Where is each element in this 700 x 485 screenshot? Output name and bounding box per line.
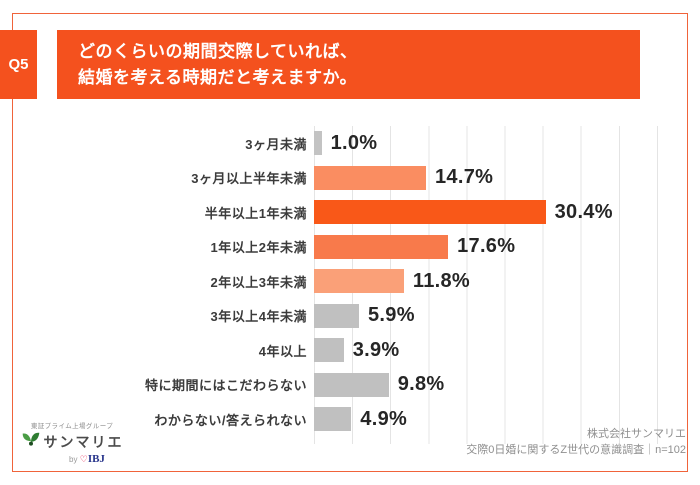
bar-chart: 3ヶ月未満 1.0% 3ヶ月以上半年未満 14.7% 半年以上1年未満 30.4… [0,126,700,437]
chart-row: わからない/答えられない 4.9% [0,402,700,437]
bar [314,234,449,259]
category-label: 2年以上3年未満 [210,274,307,290]
value-label: 1.0% [330,131,378,154]
survey-credit: 株式会社サンマリエ 交際0日婚に関するZ世代の意識調査｜n=102 [466,426,686,458]
bar [314,372,389,397]
chart-row: 3ヶ月以上半年未満 14.7% [0,161,700,196]
question-title-line1: どのくらいの期間交際していれば、 [78,42,358,61]
value-label: 17.6% [457,235,516,258]
category-label: わからない/答えられない [154,412,307,428]
credit-survey-info: 交際0日婚に関するZ世代の意識調査｜n=102 [466,444,686,456]
chart-row: 3ヶ月未満 1.0% [0,126,700,161]
question-title-line2: 結婚を考える時期だと考えますか。 [78,68,358,87]
sunmarie-logo: 東証プライム上場グループ サンマリエ by ♡IBJ [18,423,126,465]
logo-brand-text: サンマリエ [43,434,124,450]
bar [314,165,426,190]
chart-row: 1年以上2年未満 17.6% [0,230,700,265]
value-label: 11.8% [412,269,470,292]
value-label: 3.9% [352,338,400,361]
credit-company: 株式会社サンマリエ [587,428,686,440]
value-label: 14.7% [435,166,494,189]
category-label: 特に期間にはこだわらない [144,378,307,394]
category-label: 3年以上4年未満 [210,309,307,325]
question-number-badge: Q5 [0,30,37,99]
chart-row: 特に期間にはこだわらない 9.8% [0,368,700,403]
value-label: 5.9% [368,304,415,327]
logo-group-text: 東証プライム上場グループ [30,423,114,430]
category-label: 3ヶ月未満 [245,136,307,152]
category-label: 1年以上2年未満 [210,240,307,256]
category-label: 半年以上1年未満 [204,205,307,221]
heart-icon: ♡ [79,454,88,464]
chart-row: 2年以上3年未満 11.8% [0,264,700,299]
question-title-box: どのくらいの期間交際していれば、 結婚を考える時期だと考えますか。 [57,30,640,99]
bar [314,269,404,294]
value-label: 4.9% [360,407,408,430]
chart-row: 3年以上4年未満 5.9% [0,299,700,334]
leaf-icon [21,432,41,452]
bar [314,338,344,363]
logo-by-text: by [69,455,78,464]
bar [314,407,352,432]
bar [314,303,359,328]
value-label: 9.8% [397,373,445,396]
value-label: 30.4% [554,200,613,223]
category-label: 4年以上 [258,343,307,359]
bar [314,200,546,225]
chart-row: 半年以上1年未満 30.4% [0,195,700,230]
category-label: 3ヶ月以上半年未満 [191,171,307,187]
logo-ibj-text: IBJ [87,453,105,465]
chart-row: 4年以上 3.9% [0,333,700,368]
bar [314,131,322,156]
